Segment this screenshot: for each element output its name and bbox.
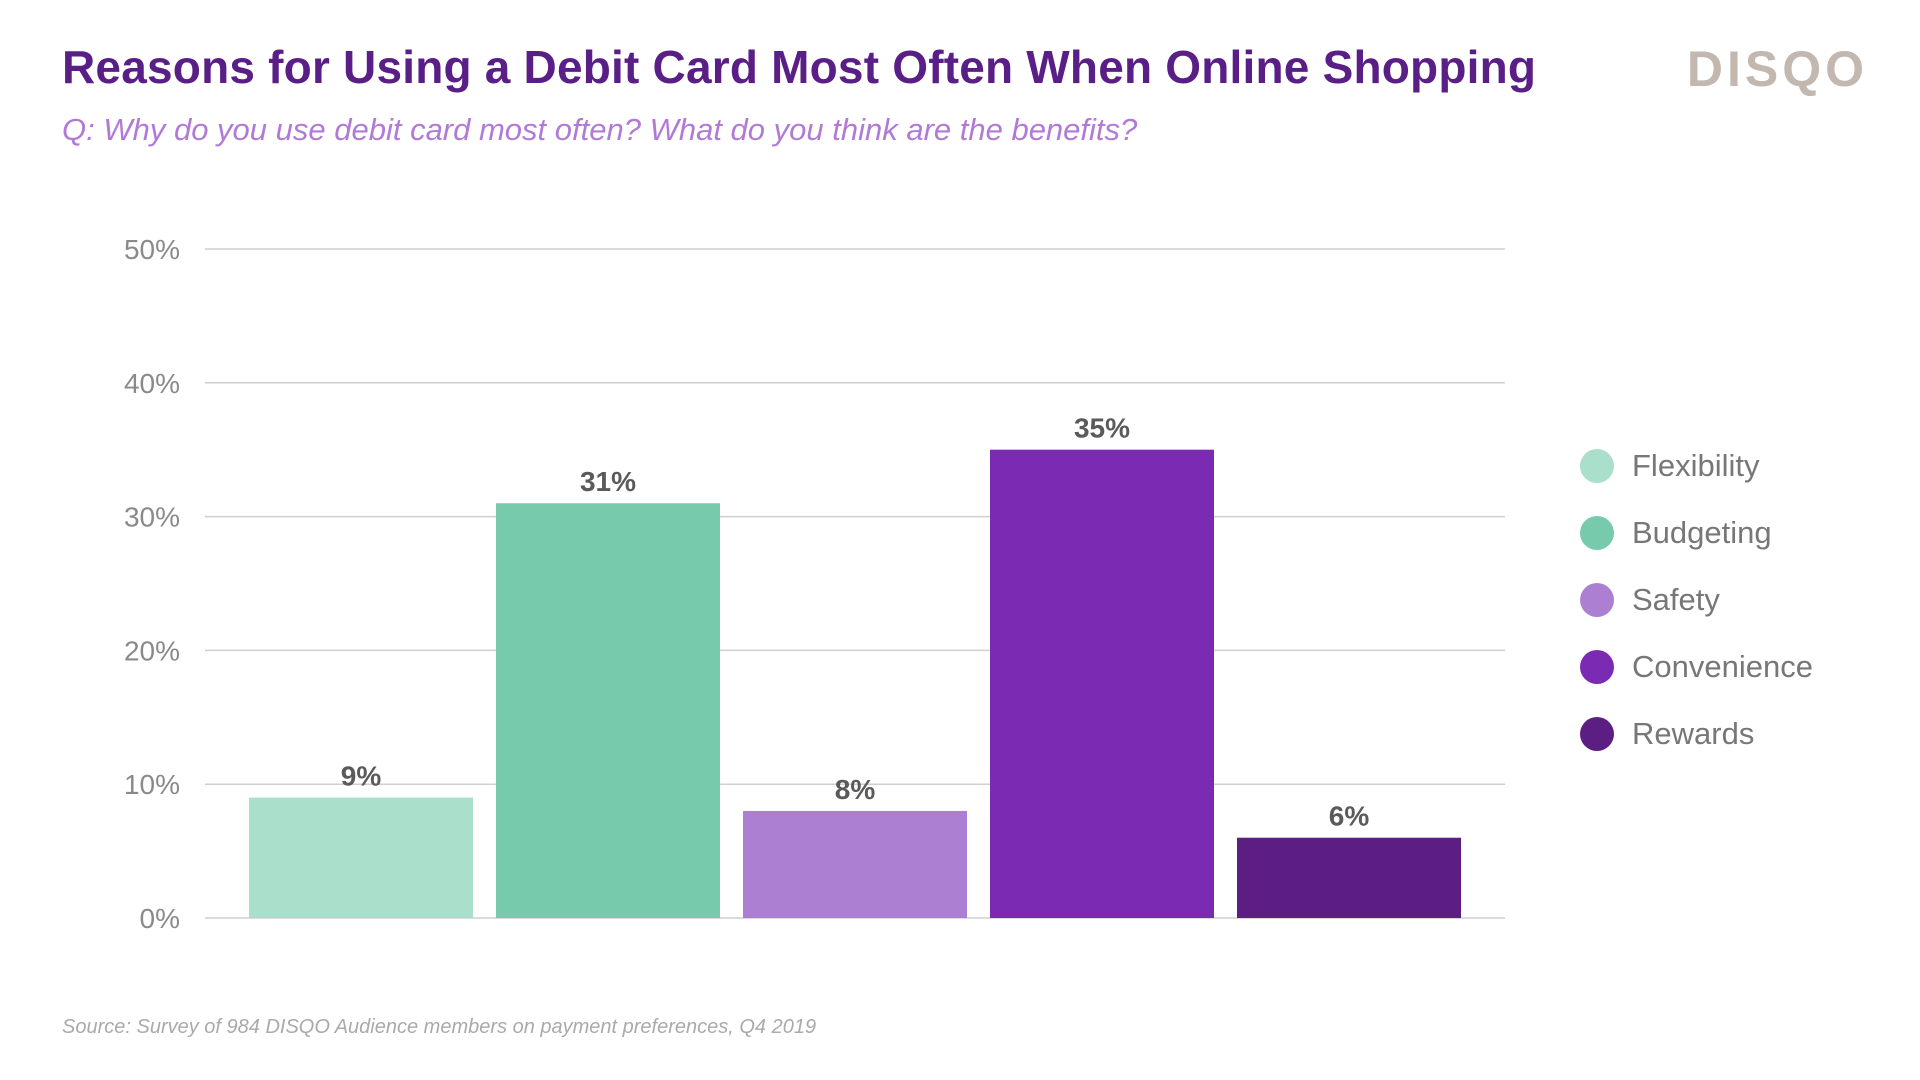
bars (249, 449, 1461, 918)
legend-label: Rewards (1632, 715, 1755, 751)
y-tick-label: 50% (124, 234, 180, 265)
legend-swatch (1580, 649, 1614, 684)
legend-label: Flexibility (1632, 447, 1760, 483)
value-label-convenience: 35% (1074, 413, 1130, 444)
bar-chart: 0% 10% 20% 30% 40% 50% 9% 31% 8% 35% 6% (124, 234, 1505, 934)
y-tick-label: 20% (124, 635, 180, 666)
y-tick-label: 40% (124, 368, 180, 399)
legend-swatch (1580, 582, 1614, 617)
legend-swatch (1580, 448, 1614, 483)
bar-convenience (990, 449, 1214, 918)
value-label-flexibility: 9% (341, 761, 382, 792)
value-label-safety: 8% (835, 774, 876, 805)
y-tick-label: 0% (140, 903, 180, 934)
bar-rewards (1237, 837, 1461, 918)
bar-safety (743, 810, 967, 918)
bar-flexibility (249, 797, 473, 918)
legend-label: Budgeting (1632, 514, 1772, 550)
y-tick-label: 30% (124, 502, 180, 533)
y-tick-label: 10% (124, 769, 180, 800)
value-label-budgeting: 31% (580, 466, 636, 497)
legend-item-budgeting: Budgeting (1580, 499, 1813, 566)
bar-budgeting (496, 503, 720, 918)
chart-title: Reasons for Using a Debit Card Most Ofte… (62, 41, 1537, 93)
brand-logo: DISQO (1686, 41, 1868, 97)
value-labels: 9% 31% 8% 35% 6% (341, 413, 1370, 832)
legend: Flexibility Budgeting Safety Convenience Rew… (1580, 432, 1813, 767)
y-axis-ticks: 0% 10% 20% 30% 40% 50% (124, 234, 180, 934)
chart-subtitle: Q: Why do you use debit card most often?… (62, 112, 1138, 147)
legend-swatch (1580, 515, 1614, 550)
legend-swatch (1580, 716, 1614, 751)
source-note: Source: Survey of 984 DISQO Audience mem… (62, 1016, 817, 1038)
legend-label: Safety (1632, 581, 1720, 617)
value-label-rewards: 6% (1329, 801, 1370, 832)
legend-item-rewards: Rewards (1580, 700, 1813, 767)
legend-item-flexibility: Flexibility (1580, 432, 1813, 499)
legend-item-safety: Safety (1580, 566, 1813, 633)
legend-item-convenience: Convenience (1580, 633, 1813, 700)
legend-label: Convenience (1632, 648, 1813, 684)
